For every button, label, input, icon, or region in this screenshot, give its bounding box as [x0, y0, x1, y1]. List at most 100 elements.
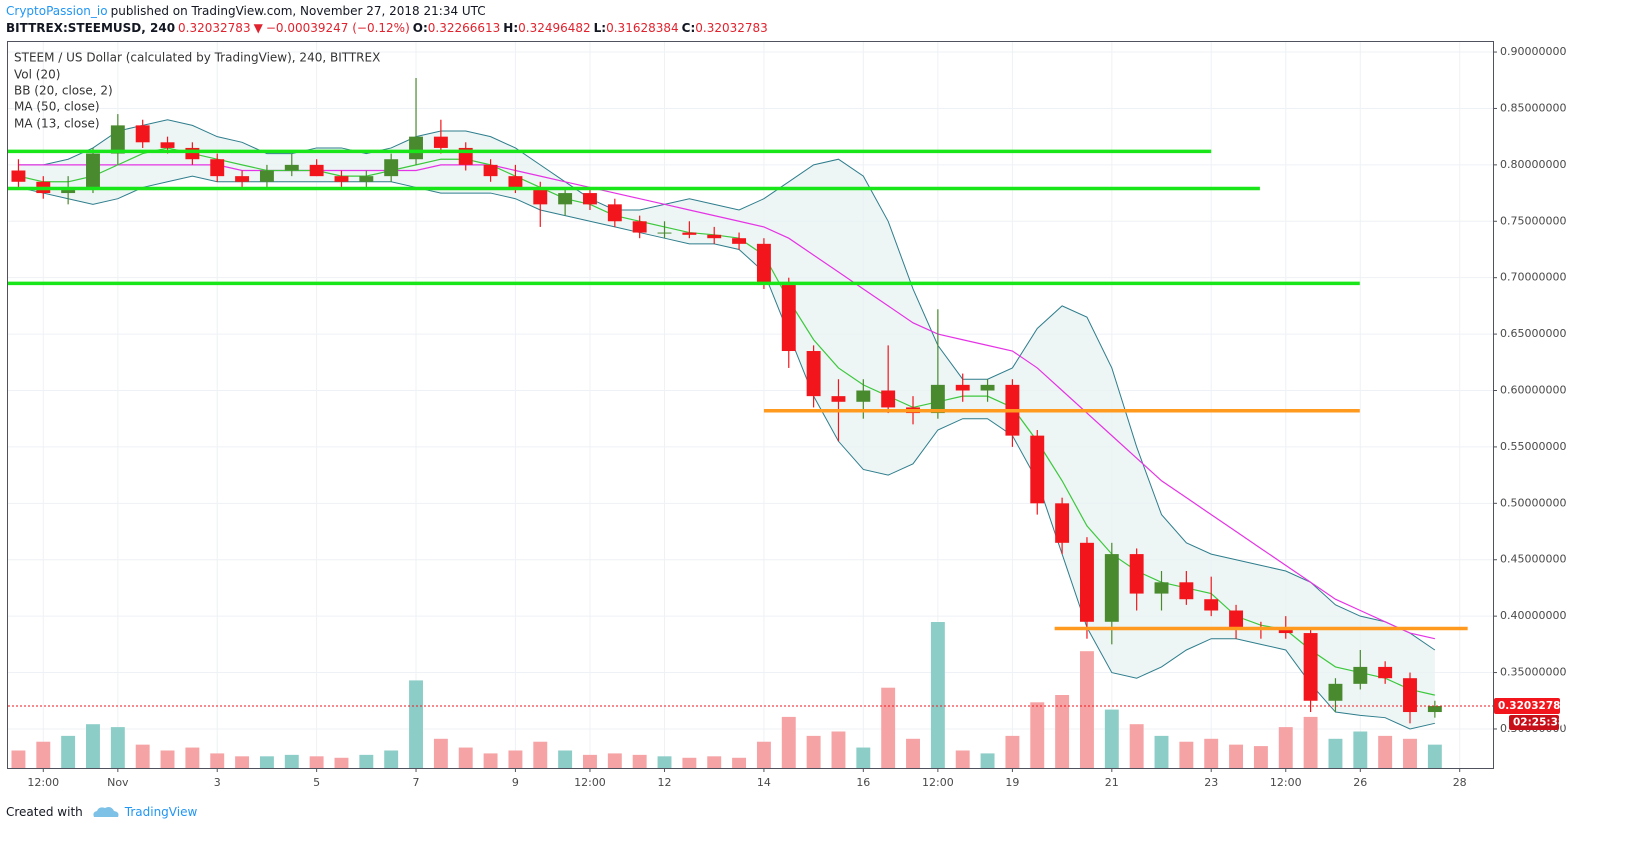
volume-bar	[1403, 738, 1417, 768]
candle-body	[856, 390, 871, 402]
volume-bar	[1278, 727, 1293, 768]
volume-bar	[1055, 695, 1070, 768]
y-tick-label: 0.60000000	[1500, 384, 1566, 397]
x-tick-label: 28	[1453, 776, 1467, 789]
x-tick-label: 9	[512, 776, 519, 789]
volume-bar	[235, 756, 250, 768]
ohlc-value: 0.32032783	[695, 21, 768, 35]
symbol-legend: STEEM / US Dollar (calculated by Trading…	[14, 51, 380, 65]
candle-body	[1353, 666, 1368, 684]
y-tick-label: 0.35000000	[1500, 666, 1566, 679]
x-tick-label: 12:00	[922, 776, 954, 789]
volume-bar	[533, 741, 548, 768]
x-tick-label: 12:00	[1270, 776, 1302, 789]
countdown-box	[1509, 715, 1559, 731]
volume-bar	[1303, 716, 1318, 768]
volume-bar	[1080, 651, 1094, 768]
bb-upper	[18, 119, 1436, 651]
footer: Created with TradingView	[6, 804, 197, 820]
volume-bar	[756, 741, 771, 768]
publish-line: CryptoPassion_io published on TradingView…	[6, 4, 489, 18]
candle-body	[1080, 542, 1094, 622]
candle-body	[632, 221, 647, 233]
candle-body	[160, 142, 175, 148]
candle-body	[1303, 633, 1318, 701]
ohlc-label: C:	[681, 21, 696, 35]
bb-lower	[18, 175, 1435, 730]
x-tick-label: 12:00	[574, 776, 606, 789]
countdown: 02:25:38	[1513, 717, 1565, 729]
volume-bar	[781, 716, 796, 768]
last: 0.32032783	[178, 21, 251, 35]
volume-bar	[284, 754, 299, 768]
x-tick-label: 12	[658, 776, 672, 789]
volume-bar	[607, 753, 622, 768]
ma-line	[18, 164, 1435, 640]
volume-bar	[632, 754, 647, 768]
volume-bar	[682, 757, 697, 768]
candle-body	[508, 176, 523, 188]
candle-body	[409, 136, 423, 160]
legend-ma13: MA (13, close)	[14, 117, 100, 131]
x-tick-label: 3	[214, 776, 221, 789]
candle-body	[980, 384, 995, 391]
ohlc-label: H:	[503, 21, 519, 35]
legend-bb: BB (20, close, 2)	[14, 84, 113, 98]
ma-line	[18, 147, 1435, 696]
volume-bar	[707, 756, 722, 768]
volume-bar	[1328, 738, 1343, 768]
candle-body	[657, 232, 672, 234]
ohlc-label: L:	[593, 21, 607, 35]
volume-bar	[309, 756, 324, 768]
volume-bar	[856, 747, 871, 768]
candle-body	[881, 390, 896, 408]
candle-body	[11, 170, 26, 182]
volume-bar	[384, 750, 399, 768]
candle-body	[235, 176, 250, 182]
volume-bar	[657, 756, 672, 768]
y-tick-label: 0.65000000	[1500, 327, 1566, 340]
candle-body	[1055, 503, 1070, 543]
candle-body	[1278, 629, 1293, 634]
candle-body	[955, 384, 970, 391]
candle-body	[1328, 683, 1343, 701]
volume-bar	[210, 753, 225, 768]
candle-body	[1378, 666, 1393, 679]
volume-bar	[1104, 709, 1119, 768]
candle-body	[110, 125, 125, 154]
volume-bar	[1378, 735, 1393, 768]
y-tick-label: 0.85000000	[1500, 101, 1566, 114]
candle-body	[1427, 706, 1442, 713]
candle-body	[1204, 599, 1219, 611]
volume-bar	[1229, 744, 1244, 768]
candle-body	[1154, 582, 1169, 594]
candle-body	[607, 204, 622, 222]
y-tick-label: 0.40000000	[1500, 609, 1566, 622]
candle-body	[359, 176, 374, 182]
volume-bar	[1005, 735, 1020, 768]
volume-bar	[483, 753, 498, 768]
volume-bar	[11, 750, 26, 768]
candle-body	[1104, 554, 1119, 622]
volume-bar	[135, 744, 150, 768]
ohlc: O:0.32266613 H:0.32496482 L:0.31628384 C:0.…	[413, 21, 771, 35]
candle-body	[1403, 678, 1417, 713]
volume-bar	[831, 731, 846, 768]
last-price-box	[1494, 698, 1560, 715]
volume-bar	[558, 750, 573, 768]
y-tick-label: 0.75000000	[1500, 214, 1566, 227]
brand[interactable]: TradingView	[124, 805, 198, 819]
volume-bar	[1204, 738, 1219, 768]
volume-bar	[1179, 741, 1194, 768]
candle-body	[558, 193, 573, 205]
candle-body	[583, 193, 597, 205]
volume-bar	[110, 727, 125, 768]
candle-body	[86, 153, 100, 188]
x-tick-label: 5	[313, 776, 320, 789]
volume-bar	[409, 680, 423, 768]
ohlc-label: O:	[412, 21, 428, 35]
quote-line: BITTREX:STEEMUSD, 240 0.32032783 ▼ −0.00039…	[6, 21, 774, 35]
y-tick-label: 0.50000000	[1500, 496, 1566, 509]
author[interactable]: CryptoPassion_io	[6, 4, 108, 18]
